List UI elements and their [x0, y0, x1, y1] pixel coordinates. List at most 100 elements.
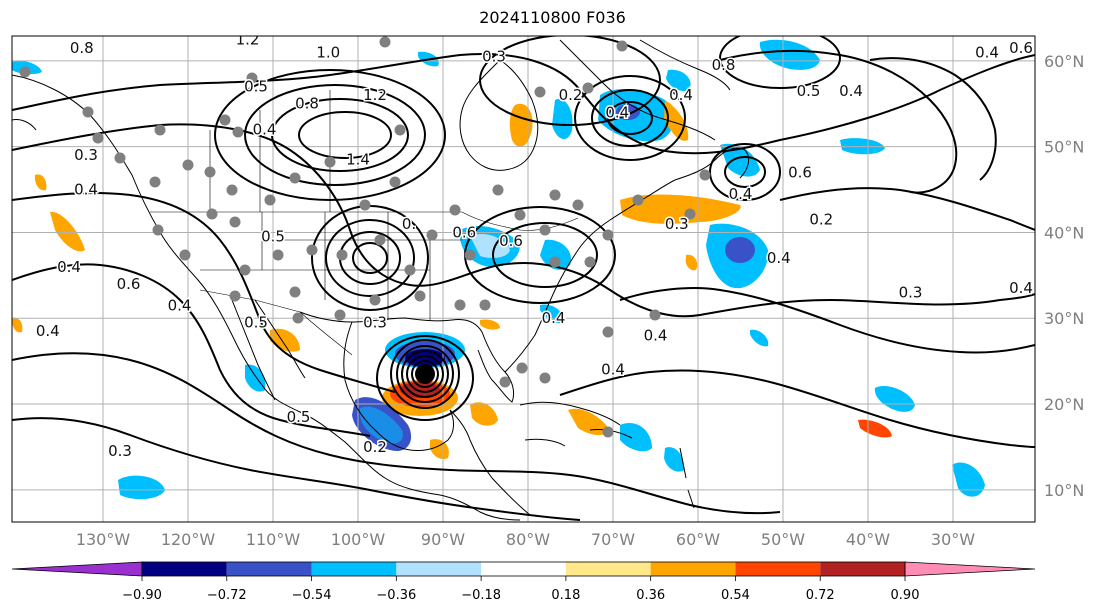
patch-atlantic-orange: [620, 194, 741, 224]
patch-lesser-antilles-blue: [664, 447, 685, 472]
marker: [334, 309, 346, 321]
contour-label: 0.2: [559, 86, 583, 104]
colorbar-segment: [565, 562, 651, 576]
marker: [549, 189, 561, 201]
cyclone-ring-4: [401, 350, 449, 398]
patch-baffin-blue: [666, 69, 691, 92]
contour-label: 0.2: [809, 211, 833, 229]
contour-label: 0.3: [899, 284, 923, 302]
marker: [454, 299, 466, 311]
contour-label: 1.2: [363, 86, 387, 104]
contour-label: 0.4: [605, 103, 629, 121]
marker: [179, 249, 191, 261]
marker: [414, 290, 426, 302]
patch-gulf-coast-orange: [480, 319, 500, 330]
contour-label: 0.5: [244, 314, 268, 332]
lon-tick-label: 60°W: [676, 530, 720, 549]
marker: [114, 152, 126, 164]
lon-tick-label: 40°W: [846, 530, 890, 549]
labrador-outer-ring: [479, 36, 661, 126]
marker: [572, 199, 584, 211]
high-north-ring-3: [271, 98, 409, 172]
contour-greenland-2: [869, 57, 997, 181]
lat-tick-label: 60°N: [1044, 52, 1084, 71]
low-nf-ring-2: [724, 156, 766, 188]
marker: [464, 249, 476, 261]
contour-label: 0.3: [363, 314, 387, 332]
marker: [632, 194, 644, 206]
contour-label: 0.6: [1009, 39, 1033, 57]
cyclone-ring-2: [411, 360, 439, 388]
contour-north-1: [12, 53, 1035, 155]
colorbar-tick-label: −0.90: [122, 588, 162, 603]
marker: [479, 299, 491, 311]
marker: [602, 229, 614, 241]
marker: [684, 208, 696, 220]
contour-label: 0.3: [665, 215, 689, 233]
patch-hudson-orange: [509, 103, 533, 147]
marker: [449, 204, 461, 216]
contour-label: 0.5: [261, 228, 285, 246]
contour-west-1: [12, 191, 396, 393]
cyclone-ring-5: [396, 345, 454, 403]
contour-label: 0.8: [295, 95, 319, 113]
marker: [582, 82, 594, 94]
marker: [404, 264, 416, 276]
lon-tick-label: 130°W: [76, 530, 131, 549]
marker: [229, 290, 241, 302]
marker: [152, 224, 164, 236]
coastline-bering: [12, 119, 37, 131]
patch-atl-small-orange: [685, 254, 698, 271]
high-north-ring-1: [214, 69, 446, 201]
patch-pacific-blue: [118, 475, 165, 500]
patch-pacific-orange: [50, 211, 85, 252]
gridlines: [12, 36, 1035, 522]
contour-label: 0.4: [601, 361, 625, 379]
marker: [204, 166, 216, 178]
marker: [82, 106, 94, 118]
closed-contours: [214, 36, 841, 311]
contour-label: 0.4: [669, 86, 693, 104]
marker: [206, 208, 218, 220]
colorbar-segment: [735, 562, 821, 576]
coastline-labrador: [559, 39, 716, 141]
marker: [19, 66, 31, 78]
state-borders: [200, 212, 462, 320]
marker: [374, 234, 386, 246]
colorbar-tick-label: 0.18: [551, 588, 580, 603]
lon-tick-label: 110°W: [246, 530, 301, 549]
station-markers: [19, 36, 711, 438]
cyclone-ring-6: [390, 339, 460, 409]
lon-tick-label: 100°W: [331, 530, 386, 549]
colorbar: −0.90 −0.72 −0.54 −0.36 −0.18 0.18 0.36 0.54 0.7…: [11, 561, 1036, 603]
colorbar-tick-label: −0.72: [207, 588, 247, 603]
contour-label: 0.6: [788, 163, 812, 181]
marker: [389, 176, 401, 188]
colorbar-tick-label: 0.72: [806, 588, 835, 603]
cyclone-center: [415, 364, 435, 384]
colorbar-tick-label: 0.54: [721, 588, 750, 603]
borders: [150, 90, 579, 356]
coastline-central-america: [449, 409, 531, 516]
contour-label: 0.5: [287, 408, 311, 426]
marker: [226, 184, 238, 196]
patch-gulf-blue-inner: [360, 406, 403, 444]
longitude-axis: 130°W 120°W 110°W 100°W 90°W 80°W 70°W 60°W 50°W…: [76, 530, 975, 549]
map-frame: [11, 35, 1036, 523]
marker: [426, 229, 438, 241]
low-labrador-ring-1: [574, 75, 686, 161]
cyclone-rings: [376, 335, 474, 421]
contour-south-1: [12, 352, 781, 515]
contour-label: 1.4: [346, 151, 370, 169]
contour-label: 0.4: [1009, 279, 1033, 297]
marker: [272, 249, 284, 261]
lon-tick-label: 30°W: [931, 530, 975, 549]
lon-tick-label: 120°W: [161, 530, 216, 549]
marker: [359, 199, 371, 211]
coastlines: [12, 39, 750, 521]
low-labrador-ring-2: [591, 89, 669, 147]
contour-label: 0.7: [1052, 112, 1076, 130]
marker: [539, 224, 551, 236]
patch-far-east-blue: [952, 462, 985, 497]
lon-tick-label: 70°W: [591, 530, 635, 549]
